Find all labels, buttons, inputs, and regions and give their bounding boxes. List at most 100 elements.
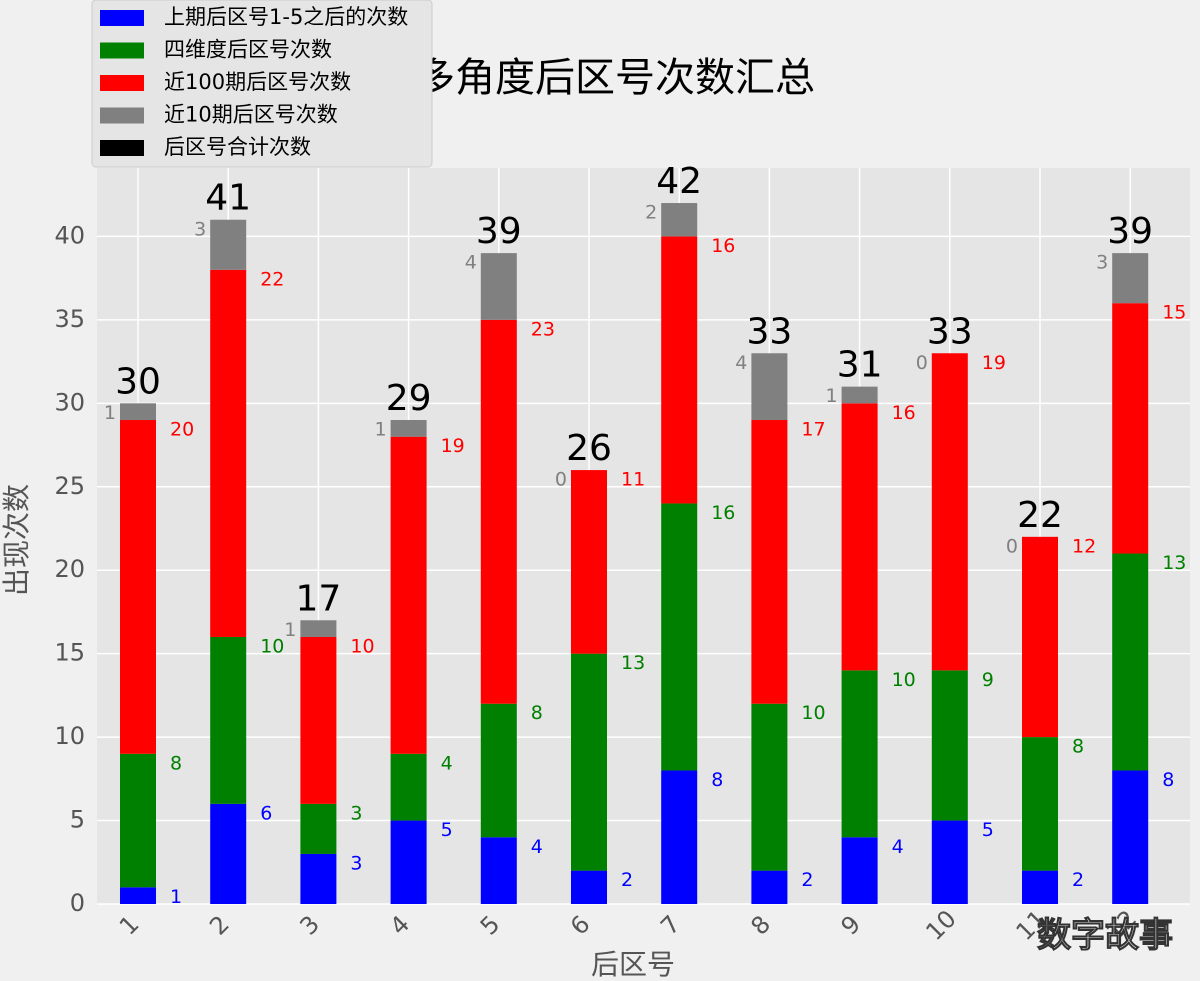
data-label: 1: [170, 886, 182, 908]
plot-area: [97, 168, 1190, 904]
data-label: 2: [801, 869, 813, 891]
legend: [91, 0, 433, 168]
data-label: 4: [531, 836, 543, 858]
data-label: 10: [892, 669, 916, 691]
bar-segment: [661, 236, 698, 504]
bar-segment: [661, 770, 698, 904]
bar-segment: [120, 753, 156, 888]
x-tick-label: 1: [114, 910, 145, 941]
data-label: 10: [260, 635, 284, 657]
legend-swatch: [100, 10, 144, 26]
y-tick-label: 15: [54, 639, 85, 667]
x-tick-label: 2: [204, 910, 235, 941]
bar-segment: [390, 753, 427, 821]
bar-segment: [1022, 536, 1058, 738]
total-label: 33: [927, 311, 973, 352]
data-label: 6: [260, 802, 272, 824]
total-label: 30: [115, 361, 161, 402]
total-label: 31: [837, 345, 883, 386]
data-label: 10: [350, 635, 374, 657]
data-label: 4: [735, 352, 747, 374]
bar-segment: [480, 319, 517, 704]
y-tick-label: 35: [54, 305, 85, 333]
x-tick-label: 7: [655, 910, 686, 941]
legend-label: 近100期后区号次数: [164, 70, 351, 94]
total-label: 17: [295, 578, 341, 619]
data-label: 1: [826, 385, 838, 407]
data-label: 0: [1006, 535, 1018, 557]
bar-segment: [300, 803, 337, 854]
data-label: 20: [170, 419, 194, 441]
bar-segment: [931, 820, 968, 904]
data-label: 5: [982, 819, 994, 841]
bar-segment: [120, 403, 156, 421]
data-label: 13: [621, 652, 645, 674]
bar-segment: [1112, 770, 1149, 904]
x-tick-label: 10: [920, 905, 961, 946]
data-label: 1: [104, 402, 116, 424]
bar-segment: [390, 820, 427, 904]
total-label: 22: [1017, 495, 1063, 536]
data-label: 10: [801, 702, 825, 724]
bar-segment: [480, 253, 517, 320]
bar-segment: [480, 703, 517, 838]
bar-segment: [210, 803, 247, 904]
data-label: 12: [1072, 535, 1096, 557]
bar-segment: [571, 870, 607, 904]
bar-segment: [841, 837, 878, 904]
data-label: 2: [621, 869, 633, 891]
bar-segment: [1112, 553, 1149, 771]
data-label: 17: [801, 419, 825, 441]
total-label: 39: [476, 211, 522, 252]
data-label: 8: [711, 769, 723, 791]
bar-segment: [931, 353, 968, 671]
bar-segment: [390, 436, 427, 754]
data-label: 0: [555, 469, 567, 491]
bar-segment: [661, 503, 698, 771]
data-label: 8: [1072, 736, 1084, 758]
y-tick-label: 10: [54, 722, 85, 750]
data-label: 16: [711, 502, 735, 524]
legend-label: 后区号合计次数: [164, 135, 311, 159]
bar-segment: [841, 670, 878, 838]
x-tick-label: 5: [475, 910, 506, 941]
bar-segment: [120, 420, 156, 754]
data-label: 1: [284, 619, 296, 641]
data-label: 3: [350, 852, 362, 874]
bar-segment: [300, 853, 337, 904]
bar-segment: [751, 420, 788, 704]
data-label: 15: [1162, 302, 1186, 324]
bar-segment: [210, 636, 247, 804]
data-label: 8: [170, 752, 182, 774]
bar-segment: [1112, 303, 1149, 554]
bar-segment: [1112, 253, 1149, 304]
data-label: 5: [441, 819, 453, 841]
bar-segment: [661, 203, 698, 237]
total-label: 41: [205, 178, 251, 219]
legend-swatch: [100, 42, 144, 59]
data-label: 4: [441, 752, 453, 774]
y-tick-label: 5: [70, 806, 85, 834]
total-label: 39: [1107, 211, 1153, 252]
data-label: 3: [194, 218, 206, 240]
data-label: 23: [531, 318, 555, 340]
bar-segment: [210, 269, 247, 637]
data-label: 19: [982, 352, 1006, 374]
x-tick-label: 4: [385, 910, 416, 941]
bar-segment: [300, 620, 337, 637]
data-label: 22: [260, 268, 284, 290]
watermark: 数字故事: [1037, 916, 1173, 956]
legend-swatch: [100, 75, 144, 91]
legend-label: 四维度后区号次数: [164, 38, 332, 62]
chart-title: 多角度后区号次数汇总: [415, 55, 815, 101]
bar-segment: [120, 887, 156, 904]
bar-segment: [1022, 870, 1058, 904]
x-axis-label: 后区号: [591, 948, 675, 981]
bar-segment: [751, 353, 788, 421]
data-label: 0: [916, 352, 928, 374]
data-label: 4: [892, 836, 904, 858]
x-tick-label: 9: [836, 910, 867, 941]
bar-segment: [841, 386, 878, 404]
data-label: 16: [892, 402, 916, 424]
legend-label: 上期后区号1-5之后的次数: [164, 5, 408, 29]
